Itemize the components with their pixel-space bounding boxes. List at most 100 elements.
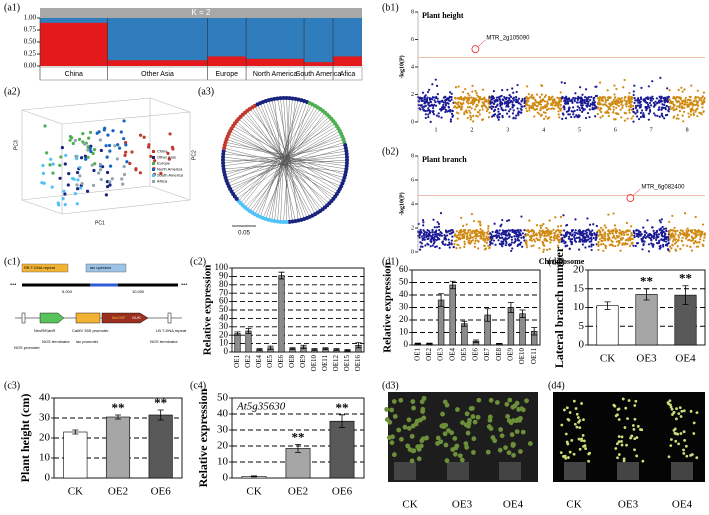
snp-point [678, 105, 681, 108]
tree-branch [244, 162, 290, 208]
tree-branch [260, 103, 285, 165]
snp-point [533, 115, 536, 118]
snp-point [671, 214, 674, 217]
snp-point [546, 117, 550, 120]
foliage [669, 405, 673, 409]
snp-point [425, 233, 428, 237]
snp-point [429, 245, 432, 248]
pca-point [85, 189, 90, 193]
y-tick-label: 40 [219, 312, 229, 322]
pca-point [56, 201, 60, 205]
x-tick-label: OE16 [354, 355, 362, 372]
x-tick-label: OE5 [460, 348, 468, 361]
snp-point [503, 101, 507, 104]
foliage [416, 456, 422, 462]
snp-point [657, 233, 661, 236]
snp-point [495, 98, 499, 102]
pca-point [63, 162, 67, 166]
snp-point [626, 117, 629, 120]
snp-point [528, 107, 531, 110]
y-tick-label: 50 [219, 304, 229, 314]
snp-point [540, 93, 544, 96]
snp-point [455, 236, 458, 239]
snp-point [514, 117, 517, 120]
snp-point [674, 232, 677, 235]
snp-point [556, 104, 559, 107]
snp-point [604, 245, 607, 248]
snp-point [511, 247, 514, 250]
snp-point [463, 111, 466, 114]
snp-point [466, 116, 469, 120]
snp-point [703, 236, 706, 239]
snp-point [676, 245, 679, 248]
snp-point [696, 102, 699, 105]
tree-branch [286, 157, 326, 208]
snp-point [598, 231, 602, 234]
snp-point [610, 243, 613, 246]
snp-point [677, 117, 680, 120]
tree-branch [284, 159, 348, 165]
bar [329, 420, 355, 479]
panel-label: (d4) [548, 380, 565, 391]
snp-point [542, 107, 545, 110]
snp-point [688, 238, 691, 242]
snp-point [683, 88, 686, 91]
y-tick-label: 20 [217, 440, 229, 452]
snp-point [454, 86, 458, 89]
snp-point [558, 99, 561, 102]
y-tick-label: 0 [404, 339, 409, 349]
snp-point [563, 99, 566, 103]
snp-point [680, 239, 683, 242]
snp-point [498, 116, 501, 119]
snp-point [690, 249, 693, 252]
foliage [392, 414, 398, 419]
snp-point [587, 96, 591, 99]
tree-branch [223, 156, 287, 167]
snp-point [433, 226, 436, 229]
snp-point [489, 240, 492, 243]
tree-tip [290, 219, 295, 224]
tree-branch [283, 142, 345, 164]
snp-point [702, 110, 705, 114]
snp-point [564, 244, 568, 247]
snp-point [516, 244, 519, 248]
panel-label: (a1) [4, 2, 20, 13]
snp-point [500, 233, 503, 236]
snp-point [538, 100, 541, 104]
tree-branch [286, 156, 346, 176]
snp-point [679, 229, 682, 232]
pca-point [86, 148, 90, 152]
snp-point [545, 226, 548, 230]
snp-point [531, 234, 534, 238]
snp-point [601, 114, 604, 118]
snp-point [663, 236, 667, 239]
legend-label: Other Asia [157, 155, 176, 160]
snp-point [557, 110, 560, 113]
snp-point [692, 113, 695, 117]
snp-point [566, 232, 569, 235]
bar [278, 275, 285, 353]
tree-tip [344, 152, 349, 157]
snp-point [443, 236, 447, 239]
snp-point [422, 224, 425, 227]
foliage [575, 412, 579, 416]
snp-point [527, 228, 530, 232]
snp-point [493, 234, 497, 238]
snp-point [463, 96, 466, 99]
snp-point [672, 235, 676, 238]
snp-point [507, 105, 510, 108]
snp-point [669, 107, 672, 110]
snp-point [576, 101, 579, 104]
snp-point [515, 234, 519, 237]
y-tick-label: 0 [45, 472, 51, 484]
snp-point [674, 248, 677, 251]
pca-point [108, 180, 112, 184]
pca-point [84, 157, 88, 161]
pca-point [91, 151, 95, 156]
snp-point [619, 98, 622, 102]
snp-point [494, 243, 497, 246]
foliage [616, 456, 619, 460]
snp-point [558, 97, 561, 100]
snp-point [458, 97, 461, 100]
snp-point [673, 242, 677, 245]
